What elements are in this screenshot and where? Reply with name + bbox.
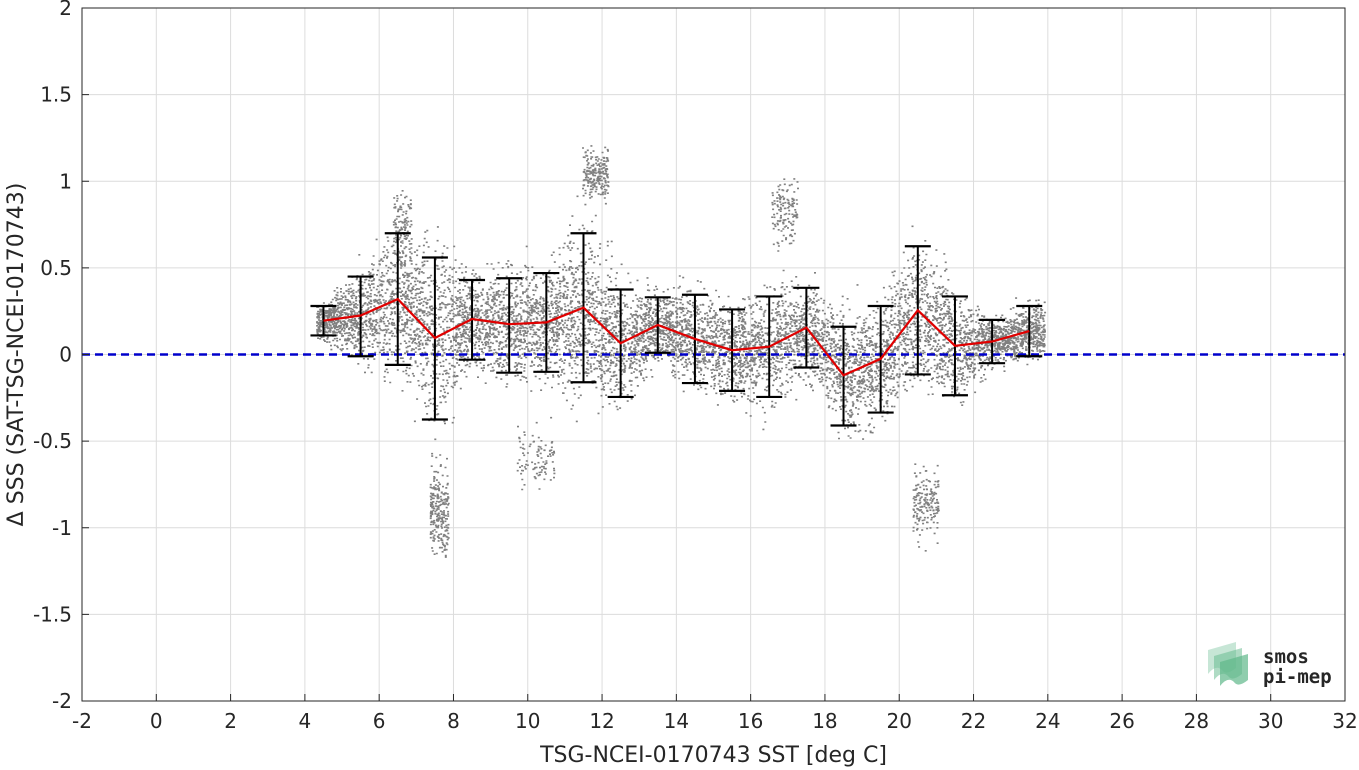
y-tick-label: 1.5 <box>40 83 72 107</box>
scatter-cloud <box>316 145 1047 558</box>
x-tick-label: 14 <box>664 709 689 733</box>
x-tick-label: 26 <box>1109 709 1134 733</box>
y-axis-ticks: 2 1.5 1 0.5 0 -0.5 -1 -1.5 -2 <box>33 0 89 713</box>
y-tick-label: 1 <box>59 169 72 193</box>
x-tick-label: 12 <box>589 709 614 733</box>
y-axis-label: Δ SSS (SAT-TSG-NCEI-0170743) <box>4 183 29 527</box>
y-tick-label: -0.5 <box>33 429 72 453</box>
logo-text-pi-mep: pi-mep <box>1263 666 1332 688</box>
smos-pi-mep-logo: smos pi-mep <box>1208 642 1332 688</box>
x-tick-label: 20 <box>887 709 912 733</box>
y-tick-label: -1.5 <box>33 602 72 626</box>
x-tick-label: 10 <box>515 709 540 733</box>
y-tick-label: -1 <box>52 516 72 540</box>
y-tick-label: 0.5 <box>40 256 72 280</box>
error-bar <box>310 304 337 337</box>
mean-curve <box>323 297 1030 377</box>
x-tick-label: 16 <box>738 709 763 733</box>
x-axis-ticks: -2 0 2 4 6 8 10 12 14 16 18 20 22 24 26 28 30 32 <box>72 694 1358 733</box>
x-tick-label: 30 <box>1258 709 1283 733</box>
x-axis-label: TSG-NCEI-0170743 SST [deg C] <box>539 743 887 768</box>
x-tick-label: 32 <box>1332 709 1357 733</box>
y-tick-label: 2 <box>59 0 72 20</box>
error-bar <box>496 277 523 374</box>
x-tick-label: 18 <box>812 709 837 733</box>
logo-wave-layer <box>1220 654 1248 686</box>
scatter-points <box>316 145 1047 558</box>
x-tick-label: 28 <box>1184 709 1209 733</box>
x-tick-label: 24 <box>1035 709 1060 733</box>
x-tick-label: 8 <box>447 709 460 733</box>
y-tick-label: -2 <box>52 689 72 713</box>
logo-text-smos: smos <box>1263 646 1309 668</box>
x-tick-label: 4 <box>299 709 312 733</box>
x-tick-label: 6 <box>373 709 386 733</box>
logo-mark-icon <box>1208 642 1248 686</box>
x-tick-label: -2 <box>72 709 92 733</box>
y-tick-label: 0 <box>59 343 72 367</box>
x-tick-label: 22 <box>961 709 986 733</box>
x-tick-label: 0 <box>150 709 163 733</box>
mean-line <box>323 297 1030 377</box>
x-tick-label: 2 <box>224 709 237 733</box>
